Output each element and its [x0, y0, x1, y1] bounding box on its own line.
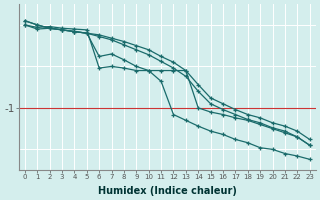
X-axis label: Humidex (Indice chaleur): Humidex (Indice chaleur)	[98, 186, 237, 196]
